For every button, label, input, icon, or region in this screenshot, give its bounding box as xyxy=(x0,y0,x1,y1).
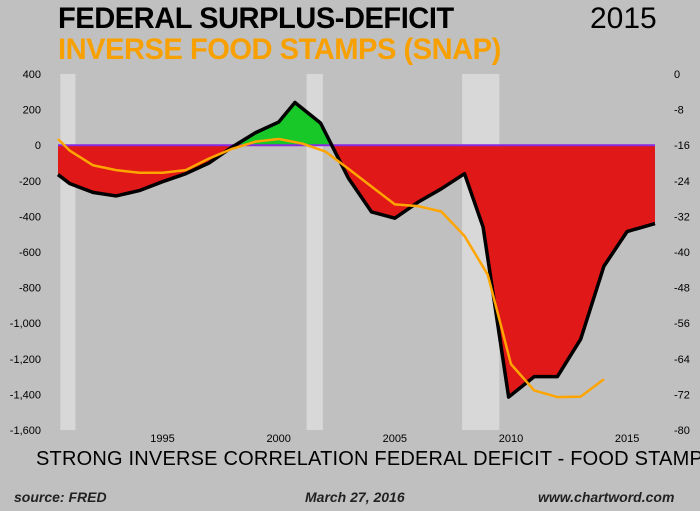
right-tick-label: -72 xyxy=(674,389,690,401)
right-tick-label: -8 xyxy=(674,105,684,117)
left-tick-label: 200 xyxy=(23,105,41,117)
left-tick-label: 0 xyxy=(35,140,41,152)
right-axis-ticks: 0 -8 -16 -24 -32 -40 -48 -56 -64 -72 -80 xyxy=(674,69,690,437)
x-tick-label: 2000 xyxy=(266,433,290,445)
recession-band xyxy=(60,74,76,430)
title-line1: FEDERAL SURPLUS-DEFICIT xyxy=(58,2,454,35)
left-tick-label: -1,600 xyxy=(10,425,41,437)
left-tick-label: -1,000 xyxy=(10,318,41,330)
right-tick-label: -80 xyxy=(674,425,690,437)
left-tick-label: -1,200 xyxy=(10,354,41,366)
snap-line xyxy=(57,137,605,399)
left-axis-ticks: 400 200 0 -200 -400 -600 -800 -1,000 -1,200 -1,40… xyxy=(10,69,41,437)
left-tick-label: -800 xyxy=(19,283,41,295)
title-line2: INVERSE FOOD STAMPS (SNAP) xyxy=(58,33,501,66)
left-tick-label: -1,400 xyxy=(10,389,41,401)
deficit-areas xyxy=(58,102,655,398)
right-tick-label: -48 xyxy=(674,283,690,295)
deficit-area xyxy=(331,145,655,398)
right-tick-label: -56 xyxy=(674,318,690,330)
deficit-line xyxy=(56,100,656,399)
deficit-area xyxy=(58,145,236,196)
left-tick-label: -400 xyxy=(19,211,41,223)
left-tick-label: -200 xyxy=(19,176,41,188)
left-tick-label: -600 xyxy=(19,247,41,259)
x-tick-label: 1995 xyxy=(150,433,174,445)
chart-subtitle: STRONG INVERSE CORRELATION FEDERAL DEFIC… xyxy=(36,448,700,470)
x-tick-label: 2005 xyxy=(383,433,407,445)
title-year: 2015 xyxy=(590,2,657,35)
right-tick-label: -40 xyxy=(674,247,690,259)
recession-bands xyxy=(60,74,500,430)
footer-site: www.chartword.com xyxy=(538,489,675,505)
footer-date: March 27, 2016 xyxy=(305,489,405,505)
recession-band xyxy=(306,74,323,430)
left-tick-label: 400 xyxy=(23,69,41,81)
footer-source: source: FRED xyxy=(14,489,107,505)
x-axis-ticks: 1995 2000 2005 2010 2015 xyxy=(150,433,639,445)
right-tick-label: -32 xyxy=(674,211,690,223)
right-tick-label: -16 xyxy=(674,140,690,152)
x-tick-label: 2015 xyxy=(615,433,639,445)
x-tick-label: 2010 xyxy=(499,433,523,445)
right-tick-label: 0 xyxy=(674,69,680,81)
right-tick-label: -24 xyxy=(674,176,690,188)
right-tick-label: -64 xyxy=(674,354,690,366)
